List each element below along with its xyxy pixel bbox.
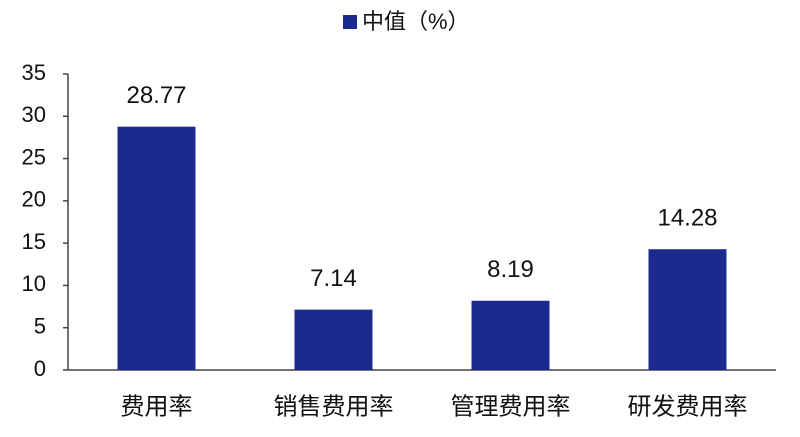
value-label: 14.28 xyxy=(657,205,717,232)
bar xyxy=(471,300,550,370)
value-label: 7.14 xyxy=(310,265,357,292)
value-label: 28.77 xyxy=(126,82,186,109)
y-tick-label: 20 xyxy=(22,187,46,212)
x-tick-label: 销售费用率 xyxy=(274,393,394,420)
y-tick-label: 35 xyxy=(22,60,46,85)
y-tick-label: 30 xyxy=(22,102,46,127)
y-tick-label: 10 xyxy=(22,271,46,296)
y-tick-label: 0 xyxy=(34,356,46,381)
bar xyxy=(117,126,196,370)
bar xyxy=(294,309,373,370)
y-tick-label: 5 xyxy=(34,314,46,339)
value-label: 8.19 xyxy=(487,256,534,283)
y-tick-label: 25 xyxy=(22,144,46,169)
y-tick-label: 15 xyxy=(22,229,46,254)
x-tick-label: 研发费用率 xyxy=(628,393,748,420)
x-tick-label: 费用率 xyxy=(121,393,193,420)
legend-label: 中值（%） xyxy=(362,9,470,34)
legend-swatch xyxy=(343,15,357,29)
bar xyxy=(648,249,727,370)
x-tick-label: 管理费用率 xyxy=(451,393,571,420)
